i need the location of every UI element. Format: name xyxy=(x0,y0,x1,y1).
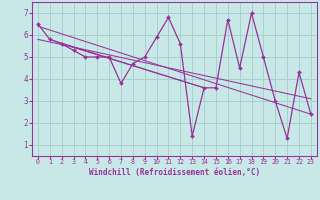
X-axis label: Windchill (Refroidissement éolien,°C): Windchill (Refroidissement éolien,°C) xyxy=(89,168,260,177)
